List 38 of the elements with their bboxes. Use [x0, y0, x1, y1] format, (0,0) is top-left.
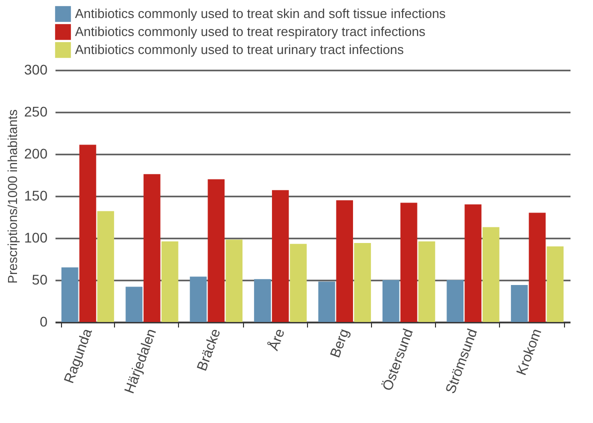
bar [190, 276, 207, 322]
bar [79, 144, 96, 322]
y-tick-label: 250 [24, 104, 48, 120]
legend-label: Antibiotics commonly used to treat urinary tract infections [75, 42, 404, 57]
bar [464, 204, 482, 322]
bar [546, 246, 564, 322]
bar [254, 279, 271, 322]
bar [318, 282, 336, 322]
bar [97, 211, 114, 322]
bar [354, 243, 371, 322]
bar [528, 212, 546, 322]
y-tick-label: 0 [40, 314, 48, 330]
bar [161, 241, 178, 322]
bar [208, 179, 225, 322]
bar [336, 200, 354, 322]
bar [418, 241, 436, 322]
y-tick-label: 100 [24, 230, 48, 246]
y-tick-label: 50 [32, 272, 48, 288]
legend-label: Antibiotics commonly used to treat respiratory tract infections [75, 24, 426, 39]
x-tick-label: Bräcke [193, 326, 224, 373]
bar [446, 280, 464, 322]
y-tick-label: 200 [24, 146, 48, 162]
bar [482, 227, 500, 322]
bar [400, 202, 418, 322]
bar [510, 285, 528, 322]
bar [126, 286, 142, 322]
legend-label: Antibiotics commonly used to treat skin and soft tissue infections [75, 6, 446, 21]
bar [272, 190, 289, 322]
x-tick-label: Berg [326, 326, 352, 360]
bar [290, 244, 307, 322]
bar [226, 240, 243, 322]
y-tick-label: 150 [24, 188, 48, 204]
bar [61, 267, 78, 322]
y-axis-title: Prescriptions/1000 inhabitants [5, 108, 20, 284]
x-tick-label: Åre [264, 326, 288, 352]
bar [382, 280, 400, 322]
y-tick-label: 300 [24, 62, 48, 78]
bar [144, 174, 160, 322]
